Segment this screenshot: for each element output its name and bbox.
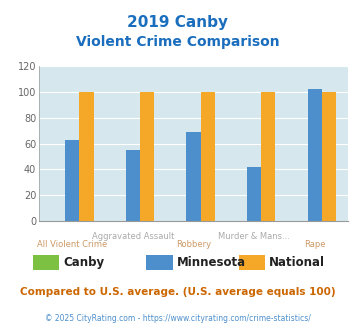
Text: Compared to U.S. average. (U.S. average equals 100): Compared to U.S. average. (U.S. average …	[20, 287, 335, 297]
Bar	[186, 132, 201, 221]
Text: Aggravated Assault: Aggravated Assault	[92, 232, 174, 241]
Bar	[261, 92, 275, 221]
Text: Violent Crime Comparison: Violent Crime Comparison	[76, 35, 279, 49]
Text: © 2025 CityRating.com - https://www.cityrating.com/crime-statistics/: © 2025 CityRating.com - https://www.city…	[45, 314, 310, 323]
Text: Rape: Rape	[304, 240, 325, 249]
Bar	[140, 92, 154, 221]
Bar	[247, 167, 261, 221]
Text: Robbery: Robbery	[176, 240, 211, 249]
Text: All Violent Crime: All Violent Crime	[37, 240, 108, 249]
Bar	[65, 140, 80, 221]
Bar	[80, 92, 94, 221]
Bar	[126, 150, 140, 221]
Text: National: National	[269, 256, 325, 269]
Bar	[322, 92, 336, 221]
Bar	[201, 92, 215, 221]
Bar	[307, 89, 322, 221]
Text: Canby: Canby	[63, 256, 104, 269]
Text: Murder & Mans...: Murder & Mans...	[218, 232, 290, 241]
Text: Minnesota: Minnesota	[177, 256, 246, 269]
Text: 2019 Canby: 2019 Canby	[127, 15, 228, 30]
